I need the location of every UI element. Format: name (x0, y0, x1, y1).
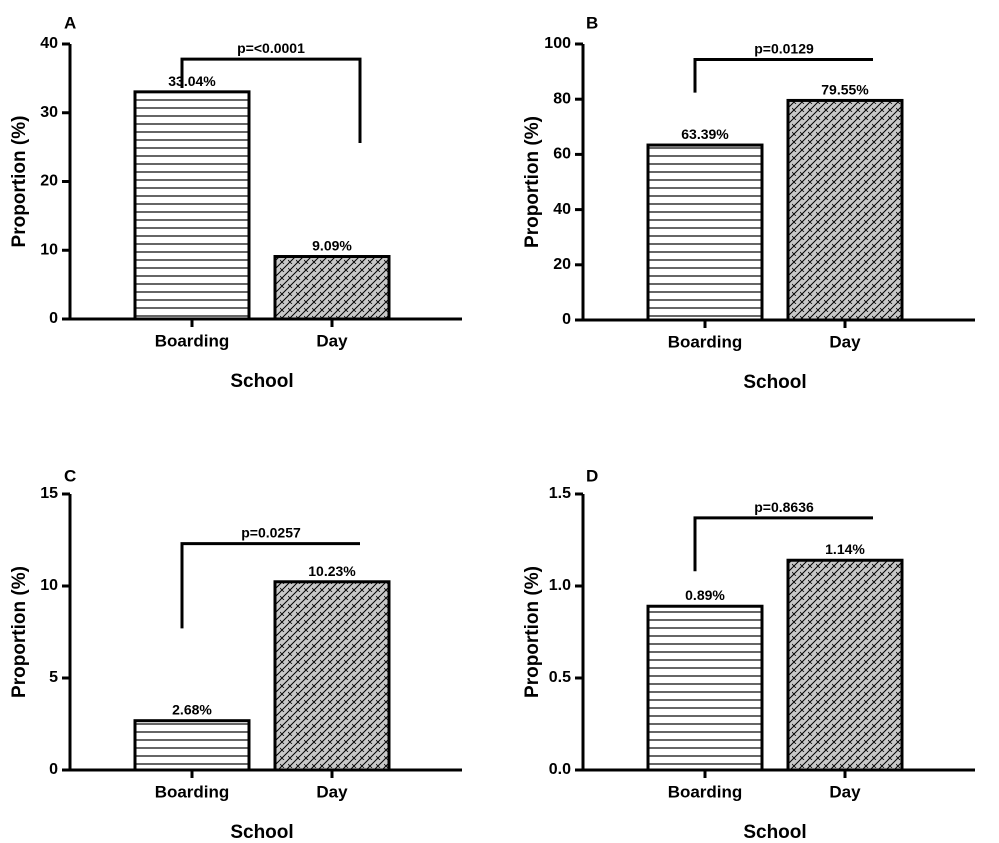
panel-a-bar-boarding (133, 90, 251, 321)
panel-b-y-tick-label: 80 (553, 90, 571, 107)
panel-b-bar-boarding (646, 143, 764, 322)
panel-b-y-tick-label: 0 (562, 311, 571, 328)
panel-b-x-tick-label: Boarding (668, 332, 743, 351)
panel-b-y-axis-title: Proportion (%) (522, 116, 543, 248)
panel-b-y-tick-label: 40 (553, 201, 571, 218)
panel-c-p-value: p=0.0257 (241, 525, 301, 541)
panel-d-y-tick-label: 0.5 (549, 669, 571, 686)
panel-b-x-tick-label: Day (829, 332, 861, 351)
panel-b-p-value: p=0.0129 (754, 40, 814, 56)
panel-c-y-tick-label: 5 (49, 669, 58, 686)
panel-c-bar-day (273, 580, 391, 772)
panel-a-p-value: p=<0.0001 (237, 40, 305, 56)
panel-d-letter: D (586, 466, 598, 485)
panel-a-y-tick-label: 20 (40, 173, 58, 190)
panel-a-x-tick-label: Day (316, 331, 348, 350)
panel-a-y-tick-label: 40 (40, 35, 58, 52)
panel-a-y-tick-label: 30 (40, 104, 58, 121)
panel-a-x-axis-title: School (230, 371, 293, 392)
panel-c-letter: C (64, 466, 76, 485)
panel-c-y-tick-label: 15 (40, 485, 58, 502)
panel-c-significance-bracket (180, 542, 360, 629)
panel-d-y-tick-label: 1.5 (549, 485, 571, 502)
panel-c-x-tick-label: Boarding (155, 782, 230, 801)
panel-a-y-tick-label: 0 (49, 310, 58, 327)
panel-b-data-label: 63.39% (681, 126, 729, 142)
panel-a-bar-day (273, 255, 391, 321)
panel-a-letter: A (64, 13, 76, 32)
panel-c-y-axis-title: Proportion (%) (9, 566, 30, 698)
panel-a-y-axis-title: Proportion (%) (9, 116, 30, 248)
panel-d-bar-boarding (646, 604, 764, 772)
panel-b-x-axis-title: School (743, 372, 806, 393)
panel-b-significance-bracket (693, 57, 873, 93)
panel-c-bar-boarding (133, 719, 251, 772)
panel-c-data-label: 2.68% (172, 702, 212, 718)
panel-d-x-axis-title: School (743, 822, 806, 843)
panel-d-y-axis-title: Proportion (%) (522, 566, 543, 698)
panel-d-bar-day (786, 558, 904, 772)
panel-c-data-label: 10.23% (308, 563, 356, 579)
panel-a-y-tick-label: 10 (40, 241, 58, 258)
panel-d-y-tick-label: 0.0 (549, 761, 571, 778)
panel-a-significance-bracket (180, 57, 362, 143)
panel-d-y-tick-label: 1.0 (549, 577, 571, 594)
panel-d-significance-bracket (693, 516, 873, 572)
panel-d-data-label: 1.14% (825, 541, 865, 557)
panel-c-y-tick-label: 10 (40, 577, 58, 594)
panel-d-p-value: p=0.8636 (754, 499, 814, 515)
panel-d-x-tick-label: Boarding (668, 782, 743, 801)
panel-b-y-tick-label: 20 (553, 256, 571, 273)
panel-a-data-label: 9.09% (312, 238, 352, 254)
panel-b-letter: B (586, 13, 598, 32)
panel-a-data-label: 33.04% (168, 73, 216, 89)
panel-b-bar-day (786, 98, 904, 322)
panel-c-x-axis-title: School (230, 822, 293, 843)
panel-c-x-tick-label: Day (316, 782, 348, 801)
panel-b-data-label: 79.55% (821, 81, 869, 97)
panel-b-y-tick-label: 100 (544, 35, 571, 52)
panel-b-y-tick-label: 60 (553, 146, 571, 163)
panel-a-x-tick-label: Boarding (155, 331, 230, 350)
panel-d-x-tick-label: Day (829, 782, 861, 801)
panel-d-data-label: 0.89% (685, 587, 725, 603)
panel-c-y-tick-label: 0 (49, 761, 58, 778)
